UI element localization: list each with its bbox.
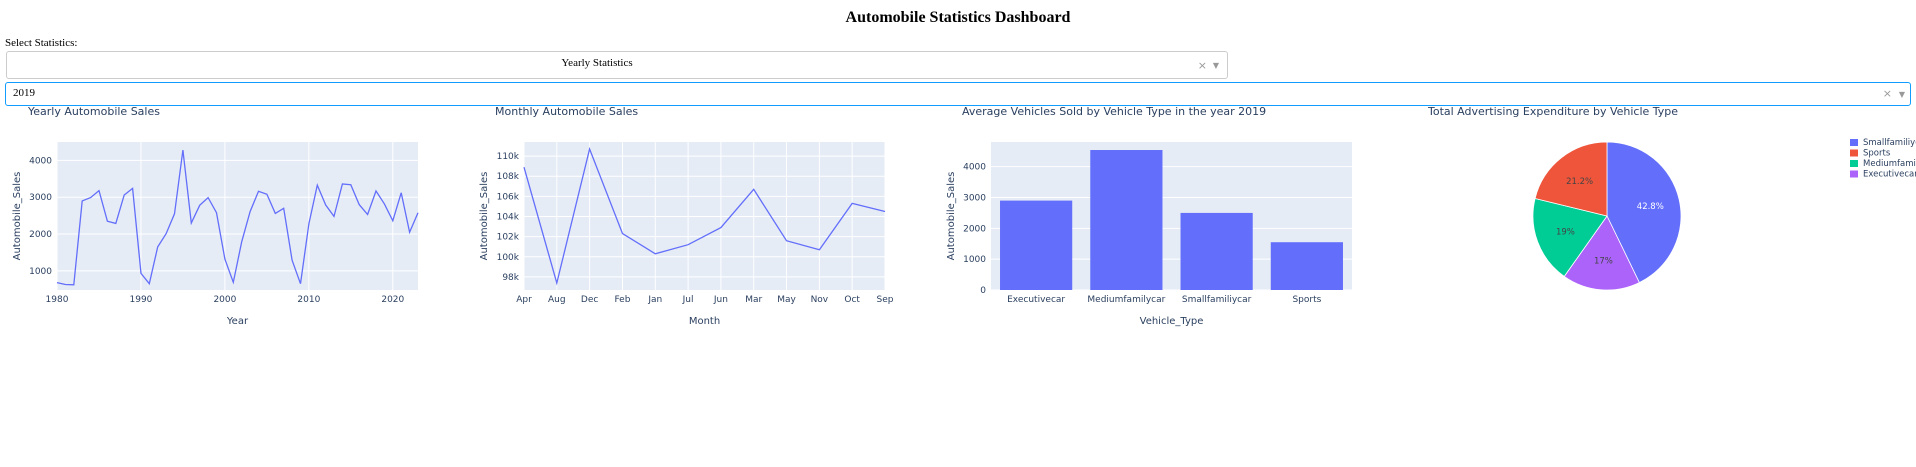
bar-sports	[1270, 242, 1343, 290]
y-tick-label: 4000	[963, 163, 986, 173]
legend-swatch	[1850, 160, 1858, 167]
y-tick-label: 106k	[497, 192, 520, 202]
bar-executivecar	[1000, 200, 1073, 290]
pie-slice-mediumfamilycar	[1532, 198, 1608, 277]
pie-slice-sports	[1534, 141, 1608, 217]
x-tick-label: Jun	[713, 295, 728, 305]
slice-label: 19%	[1556, 228, 1575, 238]
chart-title: Average Vehicles Sold by Vehicle Type in…	[962, 105, 1266, 118]
x-tick-label: Mar	[745, 295, 762, 305]
legend-entry: Executivecar	[1863, 170, 1916, 180]
year-dropdown-value: 2019	[13, 87, 35, 99]
slice-label: 21.2%	[1566, 177, 1593, 187]
x-tick-label: May	[777, 295, 796, 305]
series-line	[56, 150, 419, 286]
y-axis-label: Automobile_Sales	[479, 172, 490, 261]
x-tick-label: 2000	[213, 295, 236, 305]
chevron-down-icon[interactable]: ▼	[1212, 61, 1219, 70]
statistics-dropdown[interactable]: Yearly Statistics × ▼	[6, 51, 1228, 79]
x-tick-label: Oct	[844, 295, 860, 305]
pie-slice-executivecar	[1563, 215, 1640, 291]
dashboard-title: Automobile Statistics Dashboard	[845, 9, 1071, 26]
x-tick-label: Aug	[548, 295, 566, 305]
pie-slice-smallfamiliycar	[1606, 141, 1682, 284]
y-tick-label: 1000	[963, 255, 986, 265]
chart-title: Monthly Automobile Sales	[495, 105, 638, 118]
chart-title: Yearly Automobile Sales	[27, 105, 160, 118]
x-tick-label: Executivecar	[1007, 295, 1065, 305]
x-tick-label: Jan	[647, 295, 662, 305]
plot-background	[57, 142, 418, 290]
y-tick-label: 108k	[497, 172, 520, 182]
x-tick-label: Feb	[614, 295, 630, 305]
y-tick-label: 98k	[502, 273, 519, 283]
x-tick-label: Sports	[1292, 295, 1321, 305]
bar-smallfamiliycar	[1180, 212, 1253, 290]
chevron-down-icon[interactable]: ▼	[1898, 90, 1905, 99]
y-tick-label: 110k	[497, 152, 520, 162]
y-tick-label: 104k	[497, 213, 520, 223]
y-tick-label: 100k	[497, 253, 520, 263]
x-tick-label: 1980	[46, 295, 69, 305]
year-dropdown[interactable]: 2019 × ▼	[5, 82, 1911, 106]
slice-label: 17%	[1594, 256, 1613, 266]
x-tick-label: Smallfamiliycar	[1182, 295, 1252, 305]
y-tick-label: 3000	[29, 193, 52, 203]
y-tick-label: 4000	[29, 156, 52, 166]
x-tick-label: Mediumfamilycar	[1087, 295, 1165, 305]
plot-background	[524, 142, 885, 290]
statistics-dropdown-value: Yearly Statistics	[561, 57, 633, 69]
series-line	[523, 146, 886, 286]
yearly-sales-chart: Yearly Automobile Sales 1000 2000 3000 4000 Y…	[12, 105, 419, 327]
advertising-pie-chart: Total Advertising Expenditure by Vehicle…	[1427, 105, 1916, 291]
y-tick-label: 102k	[497, 233, 520, 243]
y-axis-label: Automobile_Sales	[946, 172, 957, 261]
x-tick-label: 2020	[381, 295, 404, 305]
clear-icon[interactable]: ×	[1882, 87, 1892, 100]
legend-swatch	[1850, 149, 1858, 157]
legend-entry: Sports	[1863, 149, 1891, 159]
y-tick-label: 2000	[963, 224, 986, 234]
x-axis-label: Year	[226, 316, 249, 327]
x-tick-label: Nov	[811, 295, 829, 305]
vehicle-type-bar-chart: Average Vehicles Sold by Vehicle Type in…	[946, 105, 1352, 327]
clear-icon[interactable]: ×	[1197, 59, 1207, 72]
y-tick-label: 1000	[29, 267, 52, 277]
x-axis-label: Month	[689, 316, 720, 327]
x-tick-label: Apr	[516, 295, 532, 305]
y-tick-label: 2000	[29, 230, 52, 240]
y-tick-label: 0	[980, 286, 986, 296]
legend-swatch	[1850, 170, 1858, 178]
bar-mediumfamilycar	[1090, 150, 1163, 290]
select-statistics-label: Select Statistics:	[5, 37, 78, 49]
x-tick-label: Dec	[581, 295, 598, 305]
legend-swatch	[1850, 139, 1858, 146]
x-axis-label: Vehicle_Type	[1140, 316, 1204, 327]
legend-entry: Mediumfamilycar	[1863, 159, 1916, 169]
y-axis-label: Automobile_Sales	[12, 172, 23, 261]
monthly-sales-chart: Monthly Automobile Sales 98k 100k 102k 104k 1…	[479, 105, 894, 327]
x-tick-label: 1990	[130, 295, 153, 305]
slice-label: 42.8%	[1637, 202, 1664, 212]
x-tick-label: Sep	[877, 295, 894, 305]
y-tick-label: 3000	[963, 194, 986, 204]
x-tick-label: Jul	[682, 295, 694, 305]
chart-title: Total Advertising Expenditure by Vehicle…	[1427, 105, 1678, 118]
legend-entry: Smallfamiliycar	[1863, 138, 1916, 148]
x-tick-label: 2010	[297, 295, 320, 305]
